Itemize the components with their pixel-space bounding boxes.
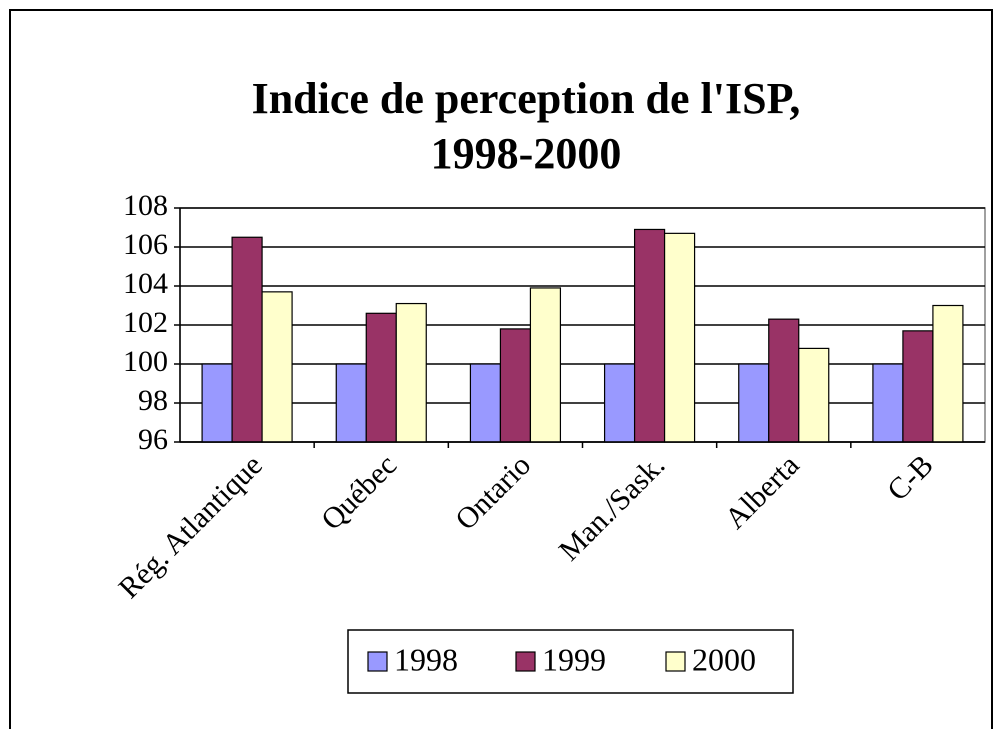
y-tick-label: 102 (123, 306, 168, 339)
bar (603, 363, 636, 443)
bar (261, 291, 293, 443)
legend (347, 629, 794, 694)
bar (663, 232, 696, 443)
bar (633, 228, 666, 443)
y-tick-label: 106 (123, 228, 168, 261)
legend-label: 1999 (542, 641, 606, 677)
legend-swatch (665, 651, 686, 672)
x-tick-label: Québec (315, 448, 403, 536)
x-tick-label: Alberta (719, 448, 806, 535)
x-tick-label: Man./Sask. (553, 448, 672, 567)
bar (872, 363, 904, 443)
bar (469, 363, 502, 443)
bar (201, 363, 233, 443)
legend-label: 2000 (692, 641, 756, 677)
chart-title: Indice de perception de l'ISP, (252, 74, 801, 123)
bar (231, 236, 263, 443)
legend-label: 1998 (394, 641, 458, 677)
bar (798, 347, 830, 443)
bar (768, 318, 800, 443)
x-tick-label: Rég. Atlantique (112, 448, 268, 604)
legend-swatch (515, 651, 536, 672)
x-tick-label: C-B (881, 448, 940, 507)
bar (902, 330, 934, 443)
y-tick-label: 104 (123, 267, 168, 300)
y-tick-label: 98 (138, 384, 168, 417)
bar (395, 302, 427, 443)
bar (499, 328, 532, 443)
x-tick-label: Ontario (449, 448, 537, 536)
bar (365, 312, 397, 443)
legend-swatch (367, 651, 388, 672)
bar (932, 304, 964, 443)
y-tick-label: 100 (123, 345, 168, 378)
bar (738, 363, 770, 443)
y-tick-label: 96 (138, 423, 168, 456)
y-tick-label: 108 (123, 189, 168, 222)
chart-border (9, 9, 993, 729)
chart-title: 1998-2000 (431, 129, 622, 178)
bar (529, 287, 562, 443)
bar (335, 363, 367, 443)
